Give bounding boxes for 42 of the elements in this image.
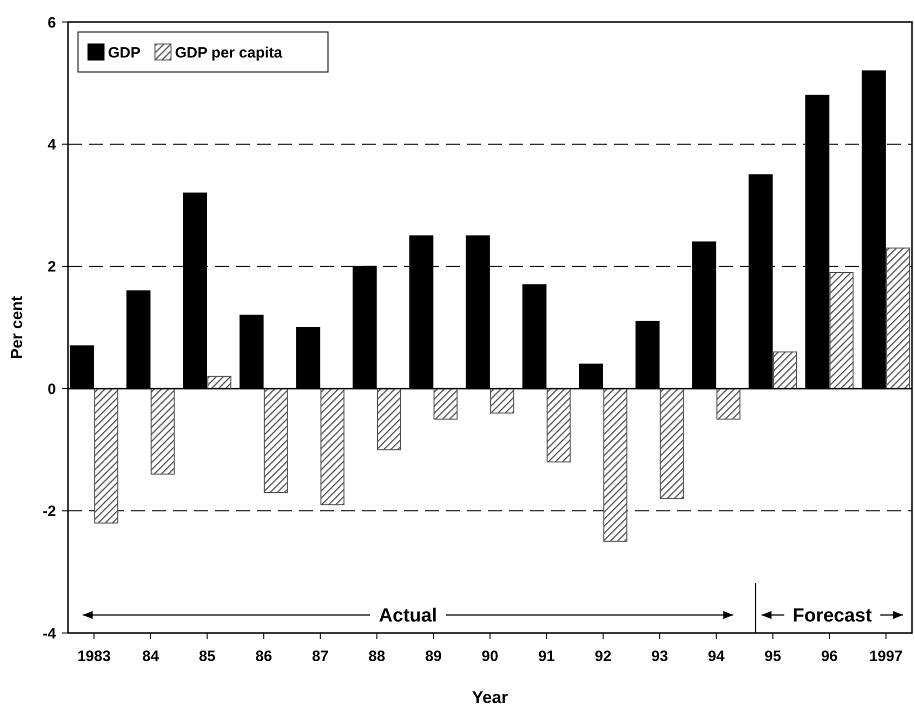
bar [886,248,910,390]
x-tick-label: 1983 [77,648,111,665]
bar [772,351,798,390]
x-tick-label: 90 [482,648,498,665]
bar [320,388,344,506]
x-tick-label: 92 [594,648,612,665]
y-axis-title: Per cent [9,295,26,360]
x-tick-label: 96 [821,648,838,665]
y-tick-label: -4 [42,625,57,642]
legend-label: GDP per capita [175,44,283,62]
x-tick-label: 93 [651,648,668,665]
bar [660,388,684,500]
legend-label: GDP [108,44,141,62]
bar [150,388,175,475]
annotation: Actual [378,606,438,627]
y-tick-label: 0 [48,380,56,398]
x-tick-label: 85 [198,648,216,665]
x-tick-label: 88 [368,648,386,665]
x-tick-label: 87 [312,648,329,665]
y-tick-label: -2 [42,503,56,520]
bar [434,388,458,420]
y-tick-label: 2 [48,258,56,276]
y-tick-label: 4 [48,136,57,154]
bar [546,388,571,462]
annotation: Forecast [792,606,873,627]
x-tick-label: 89 [425,648,442,665]
bar [716,388,740,420]
bar [94,388,118,524]
bar [830,272,854,390]
bar [264,388,288,493]
x-tick-label: 1997 [869,648,903,665]
bar [603,388,628,542]
x-tick-label: 84 [142,648,160,665]
x-axis-title: Year [472,688,508,707]
x-tick-label: 94 [708,648,726,665]
x-tick-label: 91 [538,648,555,665]
bar [207,376,232,390]
x-tick-label: 86 [255,648,272,665]
x-tick-label: 95 [764,648,782,665]
bar [490,388,514,414]
bar [376,388,402,450]
y-tick-label: 6 [48,14,56,32]
